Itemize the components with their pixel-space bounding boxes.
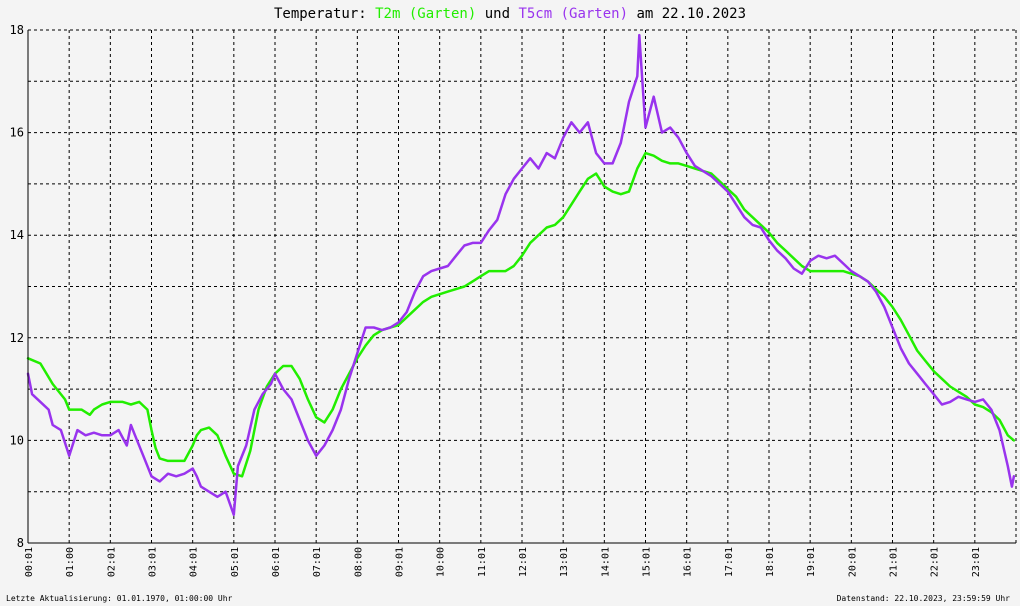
x-tick-label: 15:01 bbox=[642, 547, 653, 577]
title-prefix: Temperatur: bbox=[274, 6, 375, 22]
x-tick-label: 14:01 bbox=[600, 547, 611, 577]
title-t2m-label: T2m (Garten) bbox=[375, 6, 476, 22]
y-tick-label: 18 bbox=[10, 23, 24, 37]
x-tick-label: 01:00 bbox=[65, 547, 76, 577]
footer-last-update: Letzte Aktualisierung: 01.01.1970, 01:00… bbox=[6, 594, 233, 603]
y-tick-label: 8 bbox=[17, 536, 24, 550]
x-tick-label: 09:01 bbox=[395, 547, 406, 577]
x-tick-label: 13:01 bbox=[559, 547, 570, 577]
title-connector: und bbox=[476, 6, 518, 22]
x-tick-label: 11:01 bbox=[477, 547, 488, 577]
x-axis-ticks: 00:01 01:00 02:01 03:01 04:01 05:01 06:01 07:01… bbox=[24, 547, 982, 577]
series-line-t2m bbox=[26, 151, 1016, 478]
x-tick-label: 19:01 bbox=[806, 547, 817, 577]
y-tick-label: 12 bbox=[10, 331, 24, 345]
footer-data-state: Datenstand: 22.10.2023, 23:59:59 Uhr bbox=[837, 594, 1011, 603]
x-tick-label: 22:01 bbox=[930, 547, 941, 577]
title-suffix: am 22.10.2023 bbox=[628, 6, 746, 22]
x-tick-label: 00:01 bbox=[24, 547, 35, 577]
chart-title: Temperatur: T2m (Garten) und T5cm (Garte… bbox=[274, 6, 746, 22]
series-line-t5cm bbox=[26, 33, 1016, 517]
x-tick-label: 04:01 bbox=[189, 547, 200, 577]
x-tick-label: 10:00 bbox=[436, 547, 447, 577]
x-tick-label: 02:01 bbox=[106, 547, 117, 577]
x-tick-label: 03:01 bbox=[148, 547, 159, 577]
plot-frame bbox=[27, 29, 1017, 544]
x-tick-label: 17:01 bbox=[724, 547, 735, 577]
grid-lines bbox=[28, 30, 1016, 543]
y-tick-label: 16 bbox=[10, 126, 24, 140]
x-tick-label: 07:01 bbox=[312, 547, 323, 577]
x-tick-label: 20:01 bbox=[847, 547, 858, 577]
x-tick-label: 12:01 bbox=[518, 547, 529, 577]
series-lines bbox=[26, 33, 1016, 517]
x-tick-label: 23:01 bbox=[971, 547, 982, 577]
title-t5cm-label: T5cm (Garten) bbox=[518, 6, 628, 22]
x-tick-label: 08:00 bbox=[353, 547, 364, 577]
x-tick-label: 05:01 bbox=[230, 547, 241, 577]
x-tick-label: 18:01 bbox=[765, 547, 776, 577]
x-tick-label: 21:01 bbox=[889, 547, 900, 577]
x-tick-label: 06:01 bbox=[271, 547, 282, 577]
y-tick-label: 10 bbox=[10, 433, 24, 447]
y-axis-ticks: 8 10 12 14 16 18 bbox=[10, 23, 24, 550]
y-tick-label: 14 bbox=[10, 228, 24, 242]
x-tick-label: 16:01 bbox=[683, 547, 694, 577]
